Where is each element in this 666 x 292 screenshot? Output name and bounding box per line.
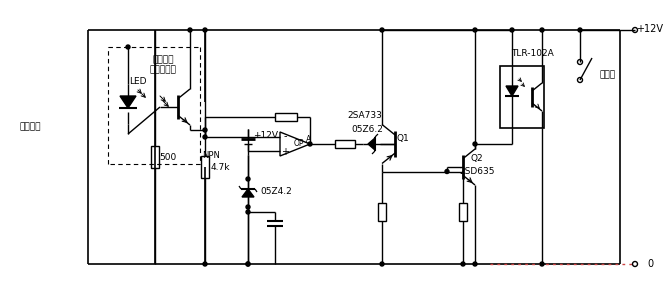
Text: +12V: +12V [637,24,663,34]
Circle shape [540,28,544,32]
Circle shape [203,135,207,139]
Circle shape [203,262,207,266]
Circle shape [126,45,130,49]
Text: 传感器部: 传感器部 [153,55,174,65]
Circle shape [246,262,250,266]
Circle shape [380,262,384,266]
Polygon shape [368,138,375,150]
Circle shape [188,28,192,32]
Text: Q1: Q1 [397,135,410,143]
Text: 传感器部: 传感器部 [19,123,41,131]
Text: 2SD635: 2SD635 [460,168,495,176]
Text: A: A [306,135,312,143]
Circle shape [510,28,514,32]
Circle shape [473,142,477,146]
Bar [201,156,209,178]
Bar [151,146,159,168]
Text: 0: 0 [647,259,653,269]
Bar [500,66,544,128]
Circle shape [203,128,207,132]
Text: TLR-102A: TLR-102A [511,50,553,58]
Text: LED: LED [129,77,147,86]
Circle shape [461,262,465,266]
Polygon shape [120,96,136,108]
Text: 继电器: 继电器 [600,70,616,79]
Text: 05Z6.2: 05Z6.2 [351,126,383,135]
Bar [378,203,386,221]
Text: 500: 500 [159,152,176,161]
Circle shape [246,205,250,209]
Circle shape [540,262,544,266]
Text: OP: OP [294,140,304,149]
Circle shape [473,262,477,266]
Circle shape [445,169,449,173]
Bar [459,203,467,221]
Circle shape [578,28,582,32]
Circle shape [473,28,477,32]
Text: 光敏晶体管: 光敏晶体管 [150,65,176,74]
Circle shape [246,210,250,214]
Text: +12V: +12V [254,131,278,140]
Bar [275,113,297,121]
Text: +: + [281,147,289,157]
Polygon shape [506,86,518,96]
Circle shape [246,177,250,181]
Text: 05Z4.2: 05Z4.2 [260,187,292,197]
Text: Q2: Q2 [471,154,484,164]
Polygon shape [242,189,254,197]
Text: 4.7k: 4.7k [210,163,230,171]
Text: 2SA733: 2SA733 [348,112,382,121]
Circle shape [246,262,250,266]
Circle shape [203,28,207,32]
Text: NPN: NPN [202,152,220,161]
Circle shape [308,142,312,146]
Text: -: - [283,131,287,141]
Bar [335,140,355,148]
Circle shape [380,28,384,32]
